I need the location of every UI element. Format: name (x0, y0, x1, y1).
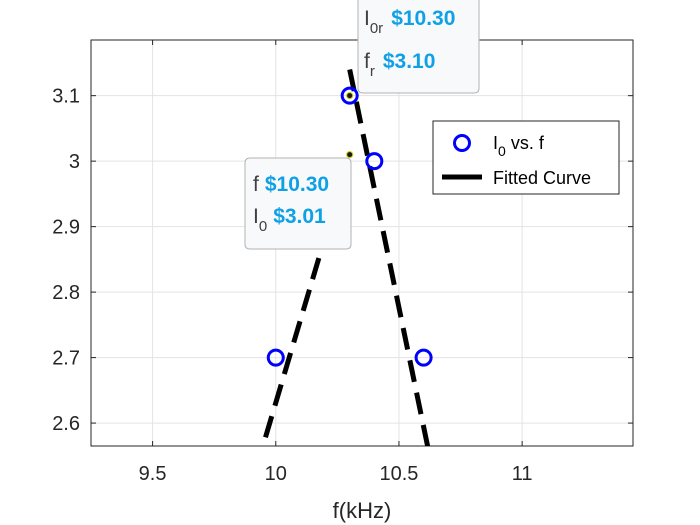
legend: I0 vs. f Fitted Curve (432, 120, 620, 195)
x-tick-label: 11 (512, 463, 533, 485)
y-tick-label: 2.8 (52, 282, 80, 304)
x-axis-label: f(kHz) (333, 498, 392, 523)
axis-ticks (91, 40, 633, 446)
datatip-anchor-2[interactable] (346, 151, 354, 159)
datatip-2-row-2-sub: 0 (259, 218, 267, 235)
datatip-2-row-1-name: f (253, 173, 259, 196)
x-tick-label: 10.5 (379, 463, 418, 485)
data-point[interactable] (340, 86, 359, 105)
grid (91, 40, 633, 446)
x-tick-label: 9.5 (139, 463, 167, 485)
datatip-anchor-1[interactable] (346, 92, 354, 100)
plot-area (91, 40, 633, 446)
datatip-1-row-2-sub: r (370, 63, 375, 80)
datatip-anchors (346, 92, 354, 159)
y-tick-label: 2.7 (52, 348, 80, 370)
datatip-1-row-2-name: f (364, 50, 370, 73)
datatip-2-row-1: f $10.30 (253, 173, 329, 196)
legend-entry-series-1-name: I (493, 133, 498, 153)
datatip-2-row-1-value: $10.30 (265, 173, 329, 196)
datatip-1-box (357, 0, 480, 94)
legend-entry-series-2: Fitted Curve (493, 168, 591, 188)
legend-entry-series-1-rest: vs. f (506, 133, 545, 153)
y-tick-label: 2.6 (52, 413, 80, 435)
tick-labels: 9.5 10 10.5 11 2.6 2.7 2.8 2.9 3 3.1 (52, 86, 532, 485)
y-tick-label: 3.1 (52, 86, 80, 108)
datatip-1-row-1-sub: 0r (370, 20, 383, 37)
datatip-2-box (244, 157, 352, 250)
legend-entry-series-1: I0 vs. f (493, 133, 545, 159)
datatip-1-row-1-value: $10.30 (391, 7, 455, 30)
datatip-2-row-2-name: I (253, 205, 259, 228)
datatip-1-row-1: I0r $10.30 (364, 7, 455, 37)
fitted-curve-segment-2 (347, 68, 431, 446)
datatip-2[interactable]: f $10.30 I0 $3.01 (244, 157, 352, 250)
datatip-1[interactable]: I0r $10.30 fr $3.10 (357, 0, 480, 94)
y-tick-label: 2.9 (52, 217, 80, 239)
legend-marker-circle (453, 134, 471, 152)
datatip-1-row-1-name: I (364, 7, 370, 30)
data-point[interactable] (414, 348, 433, 367)
datatip-1-row-2-value: $3.10 (383, 50, 436, 73)
datatip-2-row-2-value: $3.01 (273, 205, 326, 228)
x-tick-label: 10 (265, 463, 287, 485)
datatip-2-row-2: I0 $3.01 (253, 205, 326, 235)
legend-entry-series-1-sub: 0 (498, 143, 506, 159)
datatip-1-row-2: fr $3.10 (364, 50, 435, 80)
legend-box (432, 120, 620, 195)
data-point[interactable] (266, 348, 285, 367)
data-point[interactable] (365, 152, 384, 171)
y-tick-label: 3 (69, 151, 80, 173)
